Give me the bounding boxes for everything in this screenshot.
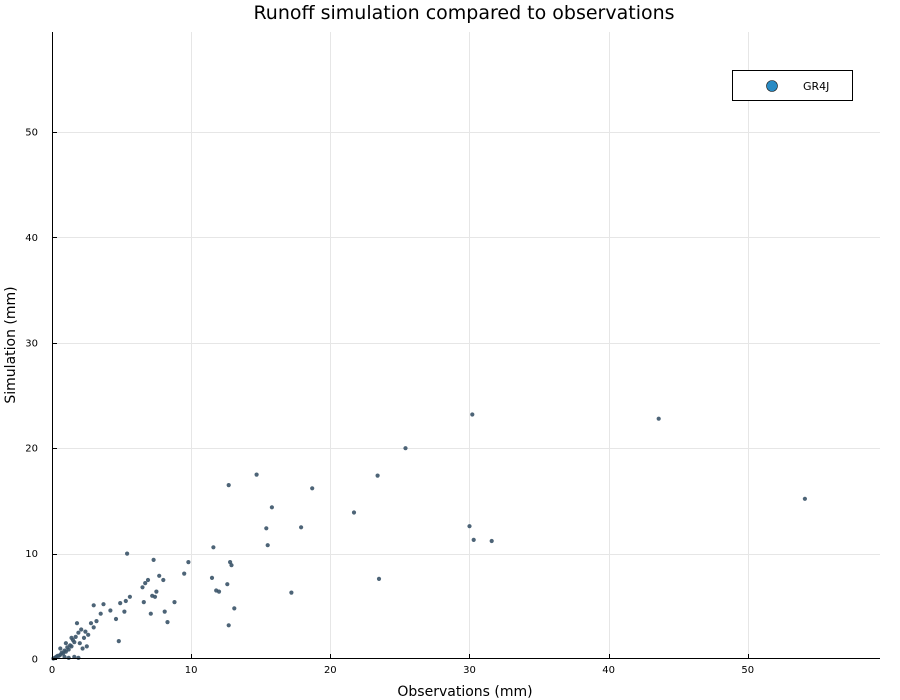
- data-point: [116, 639, 121, 644]
- data-point: [80, 646, 85, 651]
- legend-label-gr4j: GR4J: [803, 80, 829, 93]
- x-tick-label: 50: [741, 665, 754, 676]
- data-point: [162, 609, 167, 614]
- data-point: [299, 525, 304, 530]
- data-point: [489, 538, 494, 544]
- data-point: [172, 600, 177, 605]
- data-point: [154, 589, 159, 594]
- data-point: [467, 524, 472, 529]
- data-point: [94, 619, 99, 624]
- axis-ticks: 0 10 20 30 40 50 0 10 20 30 40 50: [25, 128, 754, 676]
- data-point: [211, 545, 216, 550]
- data-point: [229, 563, 234, 568]
- data-point: [226, 483, 231, 488]
- y-tick-label: 10: [25, 549, 38, 560]
- x-tick-label: 30: [463, 665, 476, 676]
- data-point: [76, 630, 81, 635]
- data-point: [83, 629, 88, 634]
- x-axis-label: Observations (mm): [397, 684, 532, 700]
- data-point: [140, 585, 145, 590]
- data-point: [113, 616, 119, 622]
- x-tick-label: 10: [185, 665, 198, 676]
- data-point: [145, 577, 151, 583]
- data-point: [161, 577, 166, 583]
- data-point: [108, 608, 113, 613]
- y-tick-label: 0: [32, 655, 38, 666]
- data-point: [91, 603, 96, 608]
- data-point: [186, 560, 191, 565]
- chart-title: Runoff simulation compared to observatio…: [253, 2, 674, 24]
- data-point: [69, 635, 74, 641]
- data-point: [74, 621, 80, 626]
- data-point: [143, 581, 148, 586]
- data-point: [98, 611, 103, 616]
- data-point: [351, 510, 357, 515]
- data-point: [226, 623, 231, 628]
- data-point: [62, 654, 67, 660]
- data-point: [141, 600, 146, 605]
- data-point: [403, 446, 408, 451]
- y-tick-label: 50: [25, 128, 38, 139]
- data-point: [86, 632, 91, 637]
- data-point: [151, 557, 156, 563]
- data-point: [232, 606, 237, 611]
- data-point: [656, 416, 661, 421]
- data-point: [125, 551, 130, 556]
- legend-marker: [766, 80, 778, 92]
- data-point: [157, 573, 162, 578]
- data-point: [73, 634, 78, 640]
- data-point: [72, 654, 77, 660]
- data-point: [84, 644, 89, 649]
- data-point: [802, 496, 808, 501]
- y-tick-label: 40: [25, 233, 38, 244]
- data-point: [225, 582, 230, 587]
- data-point: [265, 543, 270, 548]
- data-point: [182, 571, 187, 576]
- x-tick-label: 20: [324, 665, 337, 676]
- y-tick-label: 20: [25, 444, 38, 455]
- data-point: [264, 526, 269, 531]
- x-tick-label: 0: [49, 665, 55, 676]
- data-point: [289, 590, 294, 595]
- data-point: [254, 472, 259, 477]
- y-tick-label: 30: [25, 338, 38, 349]
- data-point: [310, 486, 315, 491]
- data-point: [118, 601, 123, 606]
- data-point: [81, 635, 87, 641]
- data-point: [58, 646, 63, 651]
- data-point: [376, 576, 382, 582]
- data-point: [101, 602, 106, 607]
- data-point: [127, 594, 132, 599]
- data-point: [375, 473, 380, 478]
- data-point: [91, 625, 96, 630]
- data-point: [79, 627, 84, 632]
- data-point: [76, 655, 81, 661]
- legend: GR4J: [732, 70, 853, 101]
- data-point: [88, 621, 94, 626]
- data-point: [269, 505, 274, 510]
- data-point: [470, 412, 475, 417]
- data-point: [123, 598, 128, 604]
- legend-box: [732, 70, 853, 101]
- y-axis-label: Simulation (mm): [3, 286, 19, 403]
- data-point: [216, 589, 222, 594]
- data-point: [66, 655, 71, 661]
- data-point: [165, 620, 170, 625]
- data-point: [471, 537, 476, 543]
- data-points: [51, 412, 808, 661]
- x-tick-label: 40: [602, 665, 615, 676]
- data-point: [122, 609, 127, 614]
- data-point: [63, 641, 68, 646]
- data-point: [209, 575, 215, 581]
- data-point: [150, 593, 155, 598]
- data-point: [77, 641, 82, 646]
- data-point: [65, 645, 70, 650]
- data-point: [148, 611, 153, 616]
- grid-lines: [52, 32, 880, 659]
